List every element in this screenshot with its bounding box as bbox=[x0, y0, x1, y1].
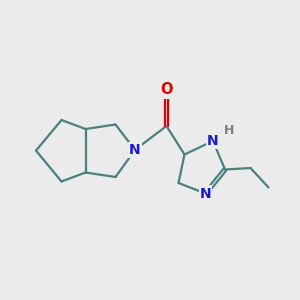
Text: N: N bbox=[200, 187, 211, 200]
Text: N: N bbox=[129, 143, 141, 157]
Text: N: N bbox=[207, 134, 219, 148]
Text: H: H bbox=[224, 124, 234, 137]
Text: O: O bbox=[160, 82, 173, 98]
